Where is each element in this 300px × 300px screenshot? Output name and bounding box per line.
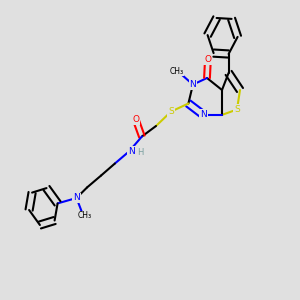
Text: O: O	[204, 56, 211, 64]
Text: CH₃: CH₃	[78, 212, 92, 220]
Text: O: O	[132, 116, 140, 124]
Text: S: S	[234, 105, 240, 114]
Text: H: H	[137, 148, 144, 157]
Text: N: N	[73, 194, 80, 202]
Text: N: N	[200, 110, 207, 119]
Text: CH₃: CH₃	[169, 67, 184, 76]
Text: S: S	[168, 107, 174, 116]
Text: N: N	[190, 80, 196, 89]
Text: N: N	[128, 147, 135, 156]
